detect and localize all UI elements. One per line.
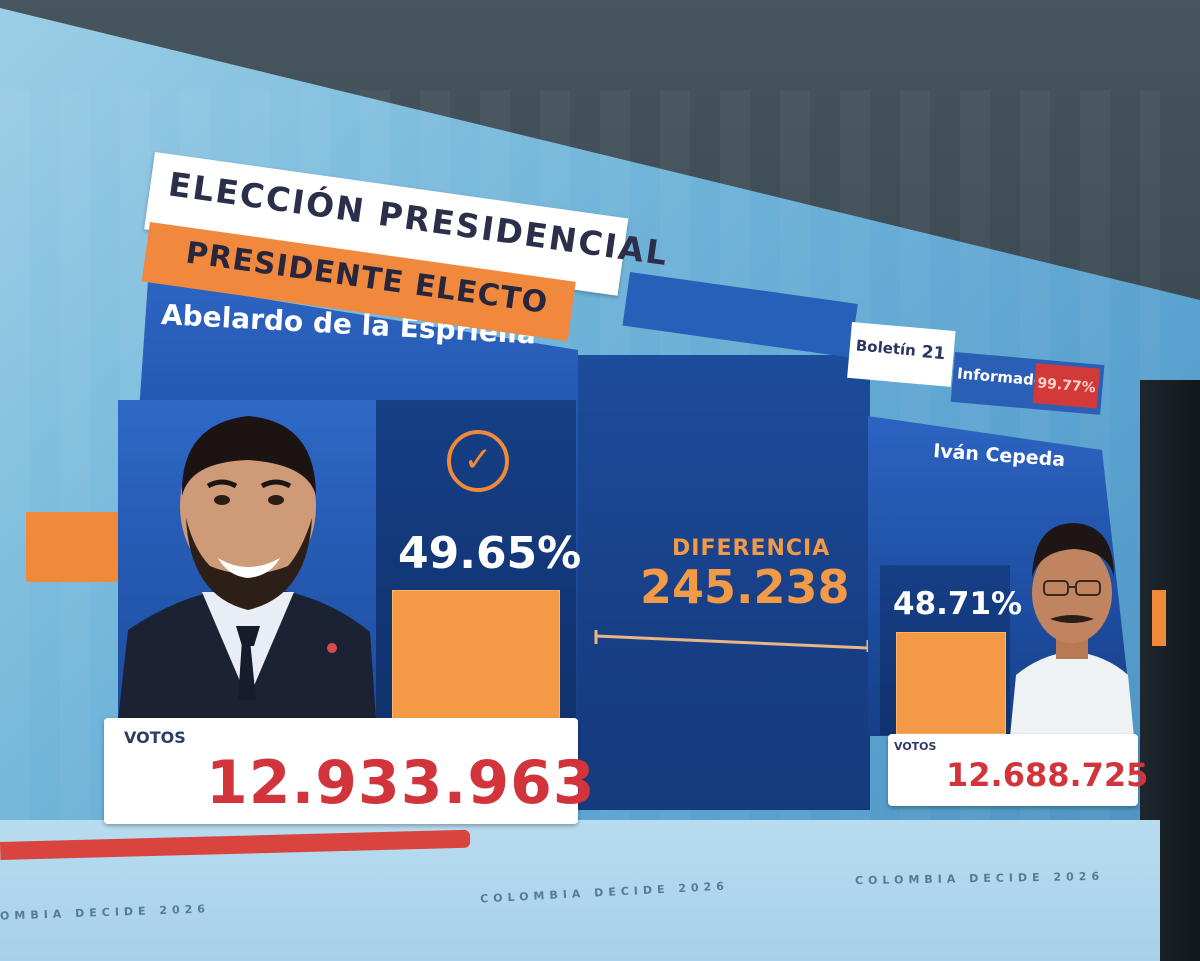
winner-votes-label: VOTOS	[124, 728, 186, 747]
winner-votes-value: 12.933.963	[206, 748, 596, 818]
runner-up-votes-value: 12.688.725	[946, 756, 1149, 794]
runner-up-percent-bar	[896, 632, 1006, 734]
runner-up-votes-box: VOTOS 12.688.725	[888, 734, 1148, 806]
runner-up-votes-label: VOTOS	[894, 740, 937, 753]
winner-votes-box: VOTOS 12.933.963	[104, 718, 595, 824]
reported-percent: 99.77%	[1032, 363, 1101, 409]
difference-panel	[578, 355, 870, 810]
check-circle-icon: ✓	[447, 430, 509, 492]
bulletin-box: Boletín 21	[847, 322, 956, 387]
difference-range-line	[594, 630, 870, 652]
bulletin-label: Boletín	[855, 336, 917, 360]
difference-label: DIFERENCIA	[672, 536, 831, 561]
winner-percent-bar	[392, 590, 560, 722]
reported-label: Informado	[956, 364, 1045, 390]
difference-value: 245.238	[640, 560, 850, 614]
winner-percent: 49.65%	[398, 528, 582, 579]
decorative-orange-block	[1152, 590, 1166, 646]
decorative-orange-block	[26, 512, 126, 582]
runner-up-percent: 48.71%	[893, 586, 1023, 622]
runner-up-photo	[1010, 523, 1134, 737]
winner-photo	[118, 400, 376, 720]
bulletin-number: 21	[920, 342, 947, 365]
